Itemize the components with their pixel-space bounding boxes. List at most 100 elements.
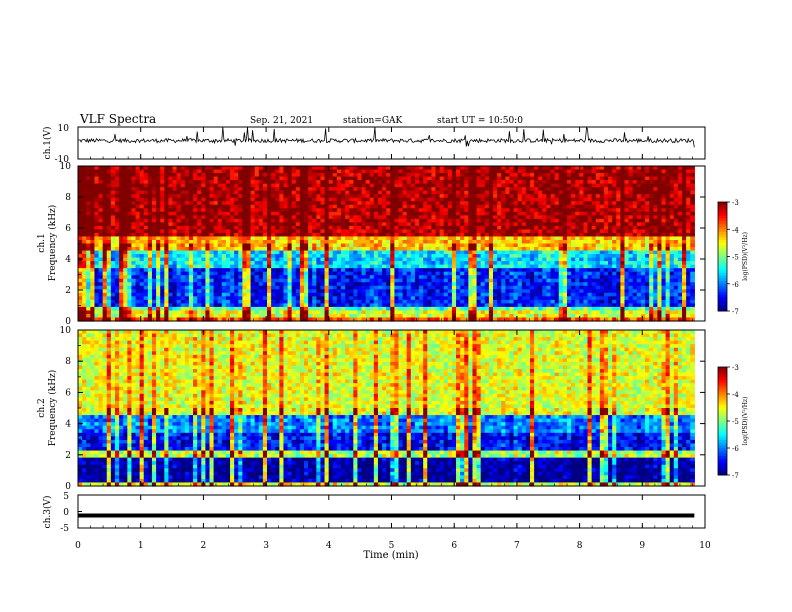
ch1-spectrogram-cell: [636, 211, 642, 216]
ch1-spectrogram-cell: [135, 169, 141, 174]
ch1-spectrogram-cell: [361, 278, 367, 283]
ch1-spectrogram-cell: [435, 173, 441, 178]
ch1-spectrogram-cell: [131, 180, 137, 185]
ch1-spectrogram-cell: [205, 236, 211, 241]
ch1-spectrogram-cell: [624, 264, 630, 269]
ch1-spectrogram-cell: [497, 208, 502, 213]
ch1-spectrogram-cell: [587, 229, 593, 234]
ch1-spectrogram-cell: [575, 218, 580, 223]
ch1-spectrogram-cell: [184, 204, 190, 209]
ch1-spectrogram-cell: [119, 257, 124, 262]
ch1-spectrogram-cell: [271, 264, 276, 269]
ch1-spectrogram-cell: [538, 190, 543, 195]
ch1-spectrogram-cell: [591, 275, 597, 280]
ch1-spectrogram-cell: [361, 197, 367, 202]
ch1-spectrogram-cell: [271, 194, 276, 199]
ch1-spectrogram-cell: [279, 225, 285, 231]
ch1-spectrogram-cell: [566, 211, 572, 216]
ch1-spectrogram-cell: [525, 197, 531, 202]
ch1-spectrogram-cell: [365, 211, 371, 216]
ch1-spectrogram-cell: [464, 247, 469, 252]
ch1-spectrogram-cell: [566, 180, 572, 185]
ch1-spectrogram-cell: [168, 190, 174, 195]
ch1-spectrogram-cell: [677, 257, 683, 262]
ch1-spectrogram-cell: [82, 271, 87, 276]
ch1-spectrogram-cell: [188, 229, 194, 234]
ch1-spectrogram-cell: [677, 190, 683, 195]
ch1-spectrogram-cell: [271, 197, 276, 202]
ch1-spectrogram-cell: [636, 197, 642, 202]
ch1-spectrogram-cell: [201, 187, 206, 192]
ch1-spectrogram-cell: [661, 183, 667, 188]
ch1-spectrogram-cell: [682, 180, 687, 185]
ch1-spectrogram-cell: [279, 232, 285, 238]
ch1-spectrogram-cell: [184, 275, 190, 280]
ch1-spectrogram-cell: [673, 278, 679, 283]
ch1-spectrogram-cell: [336, 247, 342, 252]
ch1-spectrogram-cell: [267, 236, 272, 241]
ch1-spectrogram-cell: [620, 215, 626, 220]
ch1-spectrogram-cell: [123, 183, 128, 188]
ch1-spectrogram-cell: [168, 257, 174, 262]
ch1-spectrogram-cell: [82, 173, 87, 178]
ch1-spectrogram-cell: [529, 243, 535, 248]
ch1-spectrogram-cell: [443, 204, 449, 209]
ch1-spectrogram-cell: [160, 282, 165, 287]
ch1-spectrogram-cell: [595, 250, 601, 255]
ch1-spectrogram-cell: [419, 211, 424, 216]
ch1-spectrogram-cell: [468, 275, 474, 280]
ch1-spectrogram-cell: [468, 239, 474, 245]
ch1-spectrogram-cell: [493, 264, 498, 269]
ch1-spectrogram-cell: [82, 261, 87, 266]
ch1-spectrogram-cell: [353, 215, 359, 220]
ch1-spectrogram-cell: [398, 250, 404, 255]
ch1-spectrogram-cell: [390, 166, 395, 171]
ch1-spectrogram-cell: [468, 247, 474, 252]
ch1-spectrogram-cell: [180, 197, 186, 202]
ch1-spectrogram-cell: [267, 232, 272, 238]
ch1-spectrogram-cell: [188, 282, 194, 287]
ch1-spectrogram-cell: [587, 243, 593, 248]
ch1-spectrogram-cell: [686, 197, 691, 202]
ch1-spectrogram-cell: [529, 194, 535, 199]
ch1-spectrogram-cell: [176, 190, 182, 195]
ch1-spectrogram-cell: [160, 176, 165, 181]
ch1-spectrogram-cell: [509, 247, 515, 252]
ch1-spectrogram-cell: [682, 250, 687, 255]
ch1-spectrogram-cell: [591, 271, 597, 276]
ch1-spectrogram-cell: [682, 225, 687, 231]
ch1-spectrogram-cell: [299, 201, 305, 206]
ch1-spectrogram-cell: [529, 247, 535, 252]
ch1-spectrogram-cell: [201, 194, 206, 199]
ch1-spectrogram-cell: [686, 236, 691, 241]
ch1-spectrogram-cell: [451, 208, 457, 213]
ch1-spectrogram-cell: [645, 232, 650, 238]
ch1-spectrogram-cell: [283, 218, 289, 223]
ch1-spectrogram-cell: [624, 176, 630, 181]
ch1-spectrogram-cell: [628, 239, 634, 245]
ch1-spectrogram-cell: [382, 261, 387, 266]
ch1-spectrogram-cell: [419, 268, 424, 273]
ch1-spectrogram-cell: [665, 225, 671, 231]
ch1-spectrogram-cell: [484, 169, 490, 174]
ch1-spectrogram-cell: [279, 201, 285, 206]
ch1-spectrogram-cell: [147, 222, 153, 227]
ch1-spectrogram-cell: [521, 169, 527, 174]
ch1-spectrogram-cell: [172, 257, 178, 262]
ch1-spectrogram-cell: [591, 190, 597, 195]
ch1-spectrogram-cell: [184, 278, 190, 283]
ch1-spectrogram-cell: [534, 278, 539, 283]
ch1-spectrogram-cell: [353, 218, 359, 223]
ch1-spectrogram-cell: [517, 197, 523, 202]
ch1-spectrogram-cell: [657, 271, 663, 276]
ch1-spectrogram-cell: [225, 243, 231, 248]
ch1-spectrogram-cell: [394, 254, 400, 259]
ch1-spectrogram-cell: [78, 254, 83, 259]
ch1-spectrogram-cell: [127, 243, 133, 248]
ch1-spectrogram-cell: [480, 239, 486, 245]
ch1-spectrogram-cell: [636, 222, 642, 227]
ch1-spectrogram-cell: [238, 218, 243, 223]
ch1-spectrogram-cell: [620, 271, 626, 276]
ch1-spectrogram-cell: [414, 166, 420, 171]
ch1-spectrogram-cell: [279, 222, 285, 227]
